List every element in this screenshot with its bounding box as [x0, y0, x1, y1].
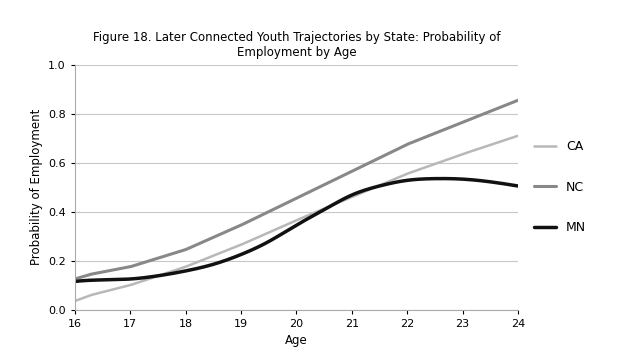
CA	[444, 157, 452, 161]
CA	[343, 197, 350, 202]
MN	[335, 199, 343, 204]
Line: CA: CA	[75, 136, 518, 301]
MN	[333, 200, 341, 204]
MN	[446, 176, 454, 181]
MN	[72, 279, 80, 283]
CA	[71, 299, 79, 303]
Y-axis label: Probability of Employment: Probability of Employment	[29, 109, 42, 265]
MN	[474, 178, 482, 183]
CA	[473, 147, 480, 152]
Legend: CA, NC, MN: CA, NC, MN	[529, 135, 591, 239]
CA	[335, 201, 343, 205]
NC	[335, 176, 343, 180]
MN	[439, 176, 446, 181]
CA	[514, 134, 522, 138]
NC	[333, 176, 341, 181]
NC	[514, 98, 522, 103]
Line: MN: MN	[75, 179, 518, 282]
NC	[473, 114, 480, 119]
MN	[514, 184, 522, 188]
NC	[72, 276, 80, 281]
NC	[343, 172, 350, 176]
MN	[71, 279, 79, 284]
CA	[72, 298, 80, 303]
Line: NC: NC	[75, 100, 518, 279]
CA	[333, 201, 341, 205]
MN	[343, 195, 350, 200]
X-axis label: Age: Age	[285, 334, 308, 347]
NC	[444, 126, 452, 130]
NC	[71, 277, 79, 281]
Title: Figure 18. Later Connected Youth Trajectories by State: Probability of
Employmen: Figure 18. Later Connected Youth Traject…	[92, 31, 500, 59]
